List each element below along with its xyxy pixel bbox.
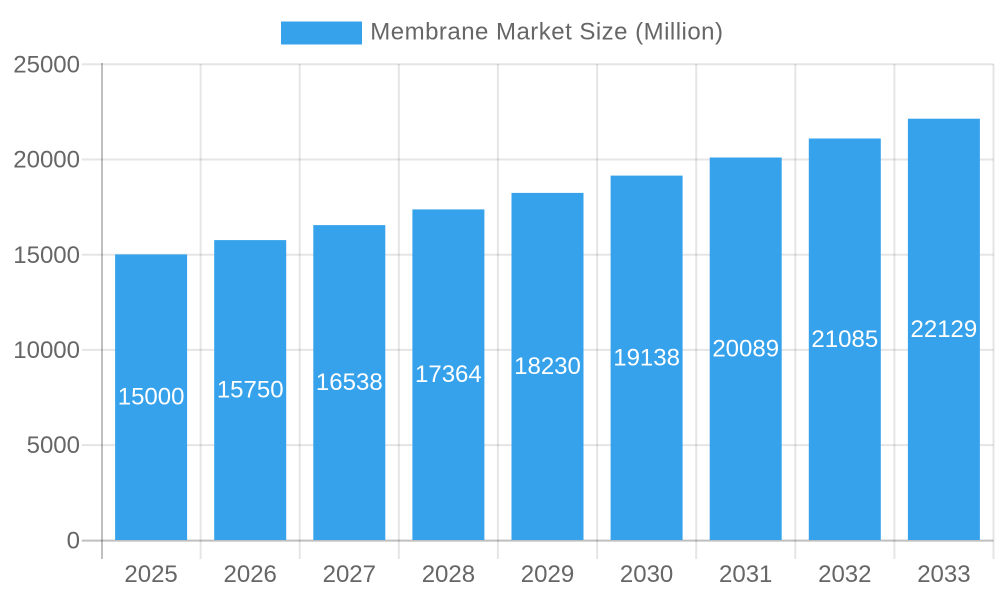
svg-text:2033: 2033 [917,561,970,588]
svg-text:0: 0 [67,528,80,555]
svg-text:2029: 2029 [521,561,574,588]
svg-text:2028: 2028 [422,561,475,588]
svg-text:15750: 15750 [217,377,284,404]
svg-text:19138: 19138 [613,344,680,371]
svg-text:10000: 10000 [13,337,80,364]
svg-text:17364: 17364 [415,361,482,388]
svg-text:21085: 21085 [811,326,878,353]
svg-text:2027: 2027 [323,561,376,588]
svg-text:20089: 20089 [712,335,779,362]
svg-text:20000: 20000 [13,147,80,174]
svg-text:15000: 15000 [13,242,80,269]
svg-text:Membrane Market Size (Million): Membrane Market Size (Million) [370,18,723,45]
svg-text:16538: 16538 [316,369,383,396]
svg-text:25000: 25000 [13,51,80,78]
svg-text:5000: 5000 [27,432,80,459]
svg-text:18230: 18230 [514,353,581,380]
svg-text:22129: 22129 [911,316,978,343]
svg-text:2032: 2032 [818,561,871,588]
svg-text:2025: 2025 [124,561,177,588]
svg-text:2030: 2030 [620,561,673,588]
svg-text:2031: 2031 [719,561,772,588]
svg-text:15000: 15000 [118,384,185,411]
svg-text:2026: 2026 [224,561,277,588]
